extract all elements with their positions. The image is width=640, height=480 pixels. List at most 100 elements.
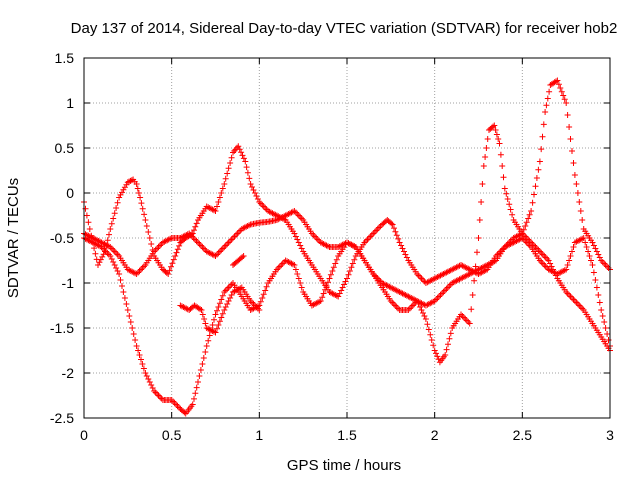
data-point: [232, 264, 234, 266]
data-point: [346, 242, 348, 243]
data-point: [127, 309, 129, 311]
data-point: [469, 273, 471, 275]
data-point: [337, 296, 339, 297]
data-point: [285, 219, 287, 221]
data-point: [144, 264, 146, 266]
data-point: [548, 260, 550, 261]
data-point: [127, 181, 129, 183]
data-point: [311, 233, 313, 234]
data-point: [293, 210, 295, 212]
y-tick-label: 0: [66, 185, 74, 201]
data-point: [92, 242, 94, 243]
data-point: [386, 219, 388, 221]
data-point: [132, 179, 134, 180]
data-point: [197, 381, 199, 383]
data-point: [250, 309, 252, 311]
data-point: [486, 264, 488, 266]
data-point: [250, 300, 252, 302]
data-point: [109, 255, 111, 257]
data-point: [250, 183, 252, 185]
data-point: [548, 269, 550, 270]
data-point: [591, 323, 593, 324]
data-point: [215, 332, 216, 333]
data-point: [167, 273, 169, 275]
data-point: [258, 309, 260, 311]
data-point: [237, 260, 239, 261]
data-point: [223, 246, 225, 248]
data-point: [574, 242, 576, 243]
data-point: [174, 255, 176, 257]
data-point: [206, 345, 208, 347]
x-tick-label: 2.5: [513, 427, 533, 443]
data-point: [162, 399, 164, 401]
data-point: [504, 246, 506, 248]
data-point: [241, 228, 243, 230]
data-point: [97, 264, 99, 266]
data-point: [328, 246, 330, 248]
data-point: [460, 278, 462, 279]
data-point: [381, 224, 383, 225]
data-point: [499, 143, 501, 144]
data-point: [364, 260, 366, 261]
data-point: [244, 161, 246, 162]
data-point: [136, 183, 138, 185]
data-point: [451, 327, 453, 329]
data-point: [556, 273, 558, 275]
x-tick-label: 0: [80, 427, 88, 443]
data-point: [188, 309, 190, 311]
x-tick-label: 0.5: [162, 427, 182, 443]
data-point: [390, 287, 392, 288]
data-point: [197, 219, 199, 221]
data-point: [293, 233, 295, 234]
data-point: [483, 165, 485, 167]
data-point: [600, 336, 602, 338]
data-point: [513, 219, 515, 221]
data-point: [206, 206, 208, 207]
chart-title: Day 137 of 2014, Sidereal Day-to-day VTE…: [71, 20, 618, 37]
x-tick-label: 3: [606, 427, 614, 443]
y-tick-label: 1.5: [55, 50, 75, 66]
data-point: [258, 201, 260, 203]
data-point: [232, 291, 234, 293]
data-point: [267, 221, 269, 223]
data-point: [451, 269, 453, 270]
data-point: [320, 278, 322, 279]
data-point: [144, 372, 146, 374]
y-tick-label: -1: [62, 275, 75, 291]
y-tick-labels: 1.5 1 0.5 0 -0.5 -1 -1.5 -2 -2.5: [50, 50, 74, 426]
data-point: [439, 361, 441, 363]
data-point: [407, 260, 409, 261]
data-point: [488, 129, 490, 131]
data-point: [565, 102, 567, 104]
data-point: [434, 278, 436, 279]
data-point: [223, 291, 225, 293]
data-point: [118, 273, 120, 275]
data-point: [364, 242, 366, 243]
data-point: [565, 269, 567, 270]
data-point: [513, 237, 515, 239]
data-point: [200, 309, 202, 311]
data-point: [399, 291, 401, 293]
data-point: [425, 282, 427, 284]
data-point: [434, 350, 436, 351]
data-point: [513, 242, 515, 243]
x-tick-label: 1.5: [337, 427, 357, 443]
data-point: [92, 237, 94, 239]
data-point: [320, 300, 322, 302]
data-point: [416, 273, 418, 275]
data-point: [293, 264, 295, 266]
data-point: [179, 237, 181, 239]
data-point: [206, 327, 208, 329]
data-point: [583, 237, 585, 239]
data-point: [478, 237, 479, 239]
data-point: [539, 260, 541, 261]
data-point: [469, 269, 471, 270]
data-point: [276, 215, 278, 216]
data-point: [407, 309, 409, 311]
data-point: [136, 345, 138, 347]
data-point: [425, 318, 427, 320]
data-point: [495, 260, 497, 261]
data-point: [153, 251, 155, 252]
data-point: [223, 183, 225, 185]
data-point: [583, 309, 585, 311]
